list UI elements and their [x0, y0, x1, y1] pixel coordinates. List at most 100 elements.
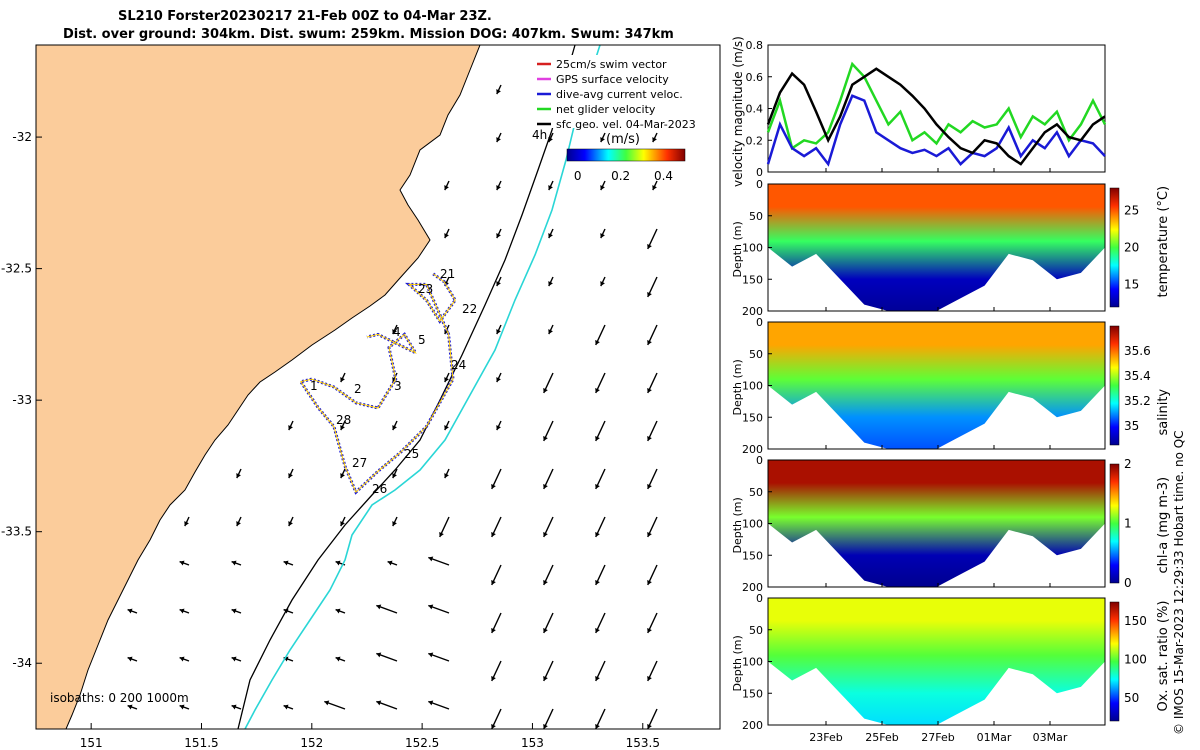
section-ytick-label: 50 [749, 348, 763, 361]
current-vector-arrowhead [179, 704, 185, 710]
section-colorbar-label: chl-a (mg m-3) [1156, 477, 1171, 574]
map-colorbar-tick: 0.4 [654, 169, 673, 183]
current-vector-arrowhead [595, 435, 600, 441]
section-colorbar [1109, 187, 1120, 308]
current-vector-arrowhead [647, 339, 652, 345]
section-ytick-label: 0 [756, 454, 763, 467]
section-colorbar-tick: 35 [1124, 419, 1139, 433]
section-ytick-label: 100 [742, 656, 763, 669]
current-vector-arrowhead [595, 387, 600, 393]
current-vector-arrowhead [288, 473, 293, 479]
section-colorbar-tick: 50 [1124, 691, 1139, 705]
current-vector-arrowhead [647, 723, 652, 729]
section-ytick-label: 100 [742, 242, 763, 255]
velocity-ytick-label: 0.4 [746, 103, 764, 116]
current-vector-arrowhead [595, 675, 600, 681]
current-vector-arrowhead [283, 560, 289, 566]
section-data-field [768, 322, 1105, 449]
current-vector-arrowhead [428, 700, 434, 706]
current-vector-arrowhead [324, 700, 330, 706]
section-ylabel: Depth (m) [731, 359, 744, 415]
current-vector-arrowhead [236, 521, 241, 527]
current-vector-arrowhead [184, 521, 189, 527]
map-xtick-label: 152.5 [405, 736, 439, 750]
map-xtick-label: 153.5 [626, 736, 660, 750]
section-colorbar-label: temperature (°C) [1156, 186, 1171, 298]
current-vector-arrowhead [652, 185, 657, 191]
current-vector-arrowhead [231, 608, 237, 614]
track-annotation: 23 [418, 282, 433, 296]
current-vector-arrowhead [288, 425, 293, 431]
current-vector-arrowhead [127, 656, 133, 662]
map-ytick-label: -32.5 [1, 262, 32, 276]
section-ytick-label: 150 [742, 687, 763, 700]
section-colorbar-tick: 100 [1124, 653, 1147, 667]
current-vector-arrowhead [600, 137, 605, 143]
section-colorbar-label: Ox. sat. ratio (%) [1156, 601, 1171, 712]
section-colorbar-label: salinity [1156, 389, 1171, 436]
current-vector-arrowhead [491, 483, 496, 489]
velocity-series-line [766, 61, 1107, 151]
map-colorbar-tick: 0.2 [611, 169, 630, 183]
map-ytick-label: -32 [12, 130, 32, 144]
current-vector-arrowhead [543, 723, 548, 729]
current-vector-arrowhead [444, 425, 449, 431]
current-vector-arrowhead [496, 281, 501, 287]
velocity-ytick-label: 0.6 [746, 71, 764, 84]
current-vector-arrowhead [491, 531, 496, 537]
current-vector-arrowhead [595, 339, 600, 345]
current-vector-arrowhead [392, 473, 397, 479]
track-annotation: 28 [336, 413, 351, 427]
velocity-ytick-label: 0.8 [746, 39, 764, 52]
current-vector-arrowhead [543, 579, 548, 585]
legend-box [533, 55, 711, 128]
current-vector-arrowhead [543, 435, 548, 441]
current-vector-arrowhead [231, 704, 237, 710]
section-colorbar [1109, 325, 1120, 446]
current-vector-arrowhead [376, 604, 382, 610]
current-vector-arrowhead [595, 627, 600, 633]
velocity-series [766, 61, 1107, 167]
legend-label: dive-avg current veloc. [556, 88, 683, 101]
section-ytick-label: 0 [756, 592, 763, 605]
isobaths-label: isobaths: 0 200 1000m [50, 691, 189, 705]
current-vector-arrowhead [179, 608, 185, 614]
velocity-axis-ticks: 0 0.2 0.4 0.6 0.8 [746, 39, 772, 179]
section-ytick-label: 200 [742, 443, 763, 456]
section-colorbar-tick: 2 [1124, 457, 1132, 471]
current-vector-arrowhead [647, 531, 652, 537]
map-ytick-label: -34 [12, 656, 32, 670]
section-data-field [768, 598, 1105, 725]
current-vector-arrowhead [496, 89, 501, 95]
glider-net-velocity-track [299, 273, 456, 494]
current-vector-arrowhead [496, 425, 501, 431]
current-vector-arrowhead [496, 185, 501, 191]
map-colorbar-title: (m/s) [606, 132, 640, 147]
current-vector-arrowhead [647, 435, 652, 441]
section-colorbar-tick: 150 [1124, 614, 1147, 628]
section-colorbar-tick: 35.2 [1124, 394, 1151, 408]
current-vector-arrowhead [335, 560, 341, 566]
map-xtick-label: 153 [521, 736, 544, 750]
current-vector-arrowhead [647, 243, 652, 249]
current-vector-arrowhead [647, 627, 652, 633]
map-xtick-label: 152 [300, 736, 323, 750]
current-vector-arrowhead [543, 627, 548, 633]
time-axis-ticks: 23Feb 25Feb 27Feb 01Mar 03Mar [809, 168, 1068, 744]
current-vector-arrowhead [647, 291, 652, 297]
current-vector-arrowhead [647, 387, 652, 393]
current-vector-arrowhead [340, 377, 345, 383]
map-frame [35, 44, 721, 730]
current-vector-arrowhead [439, 531, 444, 537]
section-panel: 0 50 100 150 200 Depth (m) 15 20 25 temperature (… [731, 178, 1171, 318]
velocity-ytick-label: 0.2 [746, 134, 764, 147]
section-colorbar-tick: 35.6 [1124, 344, 1151, 358]
track-annotation: 22 [462, 302, 477, 316]
velocity-axes [767, 44, 1106, 173]
coastline-land [36, 45, 481, 729]
current-vector-arrowhead [179, 656, 185, 662]
